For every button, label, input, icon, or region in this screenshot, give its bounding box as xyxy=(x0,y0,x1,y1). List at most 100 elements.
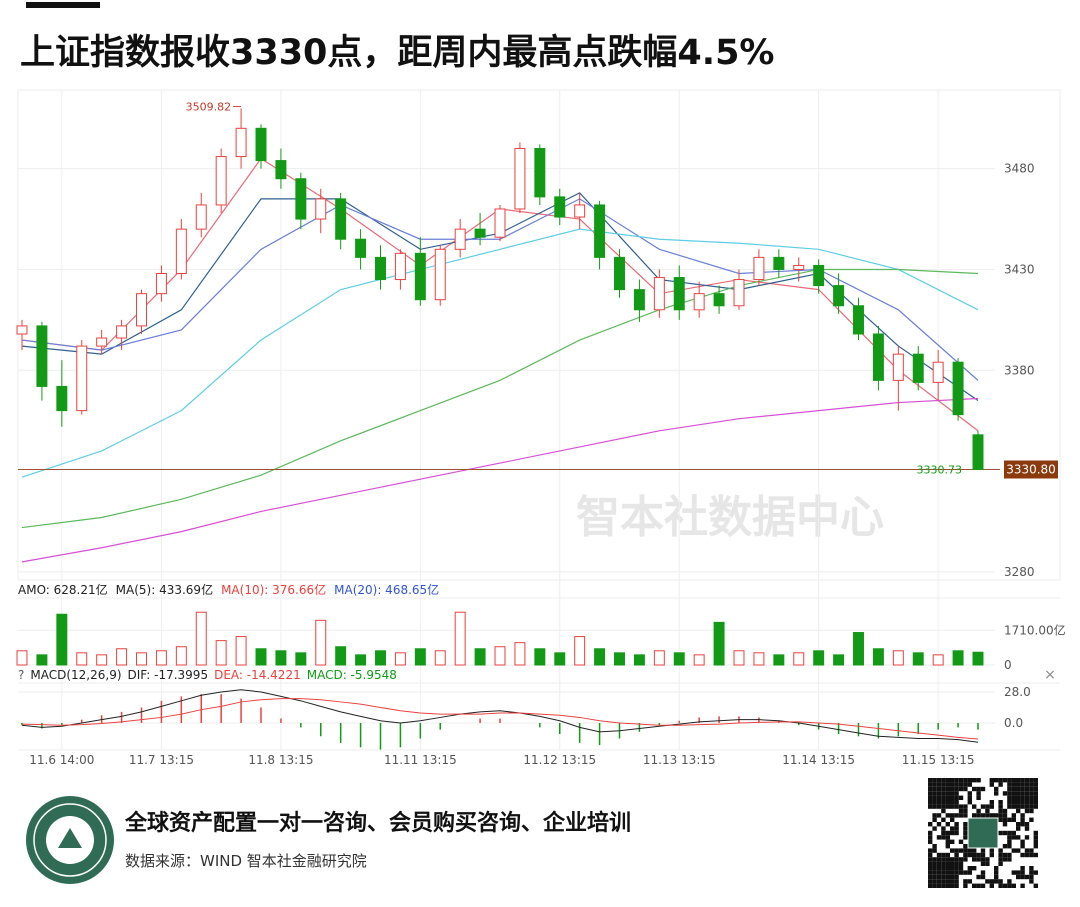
qr-cell xyxy=(954,786,959,792)
candle-body xyxy=(454,228,466,250)
ma-line xyxy=(21,397,979,563)
qr-cell xyxy=(950,870,955,875)
qr-cell xyxy=(1007,857,1012,862)
qr-cell xyxy=(958,839,964,844)
qr-cell xyxy=(941,861,946,866)
qr-cell xyxy=(945,791,950,796)
qr-cell xyxy=(932,870,937,875)
qr-cell xyxy=(1020,870,1025,875)
volume-bar xyxy=(16,650,28,666)
qr-cell xyxy=(1016,795,1021,800)
volume-bar xyxy=(753,652,765,666)
qr-cell xyxy=(932,800,937,805)
qr-cell xyxy=(1007,817,1012,822)
qr-cell xyxy=(936,800,942,805)
qr-cell xyxy=(963,778,968,783)
qr-cell xyxy=(967,778,972,783)
qr-cell xyxy=(994,813,999,818)
volume-bar xyxy=(833,654,845,666)
qr-cell xyxy=(963,804,968,809)
qr-cell xyxy=(967,866,972,871)
qr-cell xyxy=(976,795,981,800)
qr-cell xyxy=(1024,852,1030,858)
qr-cell xyxy=(1029,870,1034,875)
low-label: 3330.73 xyxy=(917,464,963,477)
qr-cell xyxy=(928,782,933,787)
qr-cell xyxy=(1033,791,1038,796)
qr-cell xyxy=(945,822,950,827)
qr-cell xyxy=(928,795,933,800)
qr-cell xyxy=(1002,817,1008,822)
qr-cell xyxy=(941,883,946,888)
qr-cell xyxy=(1024,782,1030,787)
qr-cell xyxy=(985,879,990,884)
qr-cell xyxy=(1011,795,1016,800)
qr-cell xyxy=(936,813,942,818)
qr-cell xyxy=(950,874,955,880)
qr-cell xyxy=(936,879,942,884)
qr-cell xyxy=(976,778,981,783)
qr-cell xyxy=(1007,852,1012,858)
volume-bar xyxy=(514,642,526,666)
qr-cell xyxy=(1029,879,1034,884)
qr-cell xyxy=(963,830,968,836)
qr-cell xyxy=(950,778,955,783)
qr-cell xyxy=(932,861,937,866)
qr-cell xyxy=(963,826,968,831)
qr-cell xyxy=(932,826,937,831)
qr-cell xyxy=(1007,804,1012,809)
qr-cell xyxy=(980,786,986,792)
qr-cell xyxy=(958,857,964,862)
logo xyxy=(26,796,114,884)
qr-cell xyxy=(994,874,999,880)
qr-cell xyxy=(1024,778,1030,783)
qr-cell xyxy=(972,786,977,792)
qr-cell xyxy=(967,852,972,858)
qr-cell xyxy=(1020,852,1025,858)
qr-cell xyxy=(928,791,933,796)
qr-cell xyxy=(972,866,977,871)
volume-bar xyxy=(653,650,665,666)
candle-body xyxy=(773,256,785,270)
qr-cell xyxy=(941,857,946,862)
qr-cell xyxy=(998,848,1003,853)
close-icon[interactable]: × xyxy=(1044,667,1056,683)
candle-body xyxy=(952,361,964,416)
qr-cell xyxy=(976,808,981,814)
qr-cell xyxy=(941,791,946,796)
qr-cell xyxy=(963,822,968,827)
qr-cell xyxy=(980,883,986,888)
qr-cell xyxy=(1007,795,1012,800)
qr-cell xyxy=(963,782,968,787)
candle-body xyxy=(394,252,406,281)
qr-cell xyxy=(954,848,959,853)
qr-cell xyxy=(963,808,968,814)
qr-cell xyxy=(945,857,950,862)
qr-cell xyxy=(945,852,950,858)
qr-cell xyxy=(936,786,942,792)
qr-cell xyxy=(1016,822,1021,827)
volume-legend: AMO: 628.21亿 xyxy=(18,582,108,597)
qr-cell xyxy=(1029,782,1034,787)
qr-cell xyxy=(972,813,977,818)
top-bar xyxy=(26,2,100,8)
qr-cell xyxy=(936,870,942,875)
volume-bar xyxy=(255,648,267,666)
volume-bar xyxy=(474,648,486,666)
qr-cell xyxy=(1033,778,1038,783)
qr-cell xyxy=(1016,800,1021,805)
qr-cell xyxy=(1002,857,1008,862)
volume-bar xyxy=(554,652,566,666)
qr-cell xyxy=(980,857,986,862)
qr-cell xyxy=(1007,835,1012,840)
qr-cell xyxy=(932,795,937,800)
volume-bar xyxy=(56,613,68,666)
last-price-tag xyxy=(1004,460,1058,479)
qr-cell xyxy=(1007,791,1012,796)
volume-bar xyxy=(932,654,944,666)
candle-body xyxy=(653,277,665,311)
qr-cell xyxy=(945,786,950,792)
qr-cell xyxy=(1024,800,1030,805)
qr-cell xyxy=(932,866,937,871)
candle-body xyxy=(76,345,88,412)
